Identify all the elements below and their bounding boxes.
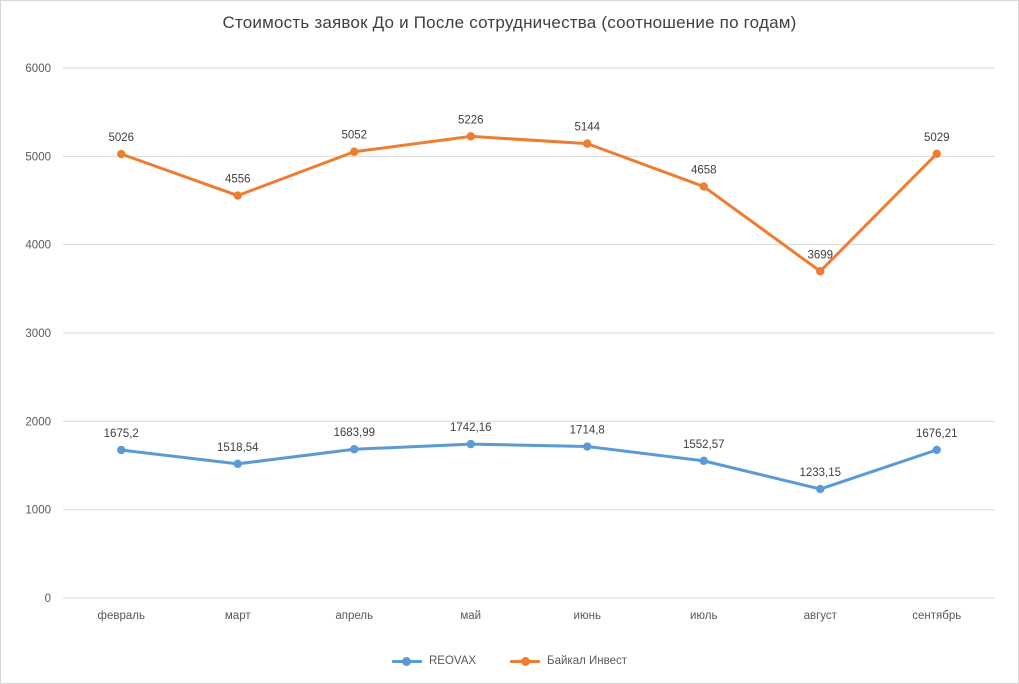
- data-point: [350, 445, 359, 454]
- data-point: [466, 132, 475, 141]
- data-point: [117, 445, 126, 455]
- data-point: [350, 147, 359, 156]
- y-axis-label: 1000: [25, 505, 51, 517]
- x-axis-label: сентябрь: [912, 610, 961, 622]
- y-axis-label: 4000: [25, 240, 51, 252]
- data-label: 1518,54: [217, 442, 259, 454]
- data-label: 5226: [458, 114, 484, 126]
- x-axis-label: апрель: [335, 610, 373, 622]
- y-axis-label: 3000: [25, 328, 51, 340]
- legend-item: Байкал Инвест: [510, 655, 627, 667]
- data-point: [816, 267, 825, 276]
- x-axis-label: август: [804, 610, 838, 622]
- data-point: [117, 149, 126, 159]
- legend-label: REOVAX: [428, 655, 477, 667]
- data-point: [466, 439, 475, 449]
- data-label: 5029: [924, 132, 950, 144]
- legend: REOVAX Байкал Инвест: [1, 655, 1018, 667]
- data-label: 5144: [574, 122, 600, 134]
- series-line: [119, 442, 939, 491]
- data-label: 1233,15: [799, 467, 841, 479]
- y-axis-label: 6000: [25, 63, 51, 75]
- data-label: 1683,99: [333, 427, 375, 439]
- x-axis-label: март: [225, 610, 251, 622]
- data-point: [699, 456, 708, 466]
- x-axis-label: май: [460, 610, 481, 622]
- legend-marker-icon: [391, 656, 422, 666]
- data-label: 1742,16: [450, 422, 492, 434]
- legend-item: REOVAX: [391, 655, 477, 667]
- data-point: [932, 445, 941, 455]
- data-label: 1676,21: [916, 428, 958, 440]
- data-label: 1714,8: [570, 425, 605, 437]
- data-label: 5052: [341, 130, 367, 142]
- chart-title: Стоимость заявок До и После сотрудничест…: [222, 13, 797, 32]
- legend-marker-icon: [510, 656, 541, 666]
- x-axis-label: февраль: [98, 610, 145, 622]
- series-line: [119, 134, 939, 273]
- data-label: 4658: [691, 165, 717, 177]
- data-point: [816, 484, 825, 494]
- data-label: 1552,57: [683, 439, 725, 451]
- data-label: 5026: [108, 132, 134, 144]
- data-point: [233, 191, 242, 200]
- y-axis-label: 2000: [25, 416, 51, 428]
- data-point: [233, 459, 242, 469]
- y-axis-label: 0: [45, 593, 51, 605]
- data-point: [932, 149, 941, 158]
- data-label: 4556: [225, 174, 251, 186]
- legend-label: Байкал Инвест: [547, 655, 628, 667]
- data-point: [583, 442, 592, 451]
- data-label: 1675,2: [104, 428, 139, 440]
- x-axis-label: июль: [690, 610, 718, 622]
- x-axis-label: июнь: [574, 610, 601, 622]
- data-point: [583, 139, 592, 148]
- y-axis-label: 5000: [25, 151, 51, 163]
- data-point: [699, 182, 708, 191]
- data-label: 3699: [807, 249, 833, 261]
